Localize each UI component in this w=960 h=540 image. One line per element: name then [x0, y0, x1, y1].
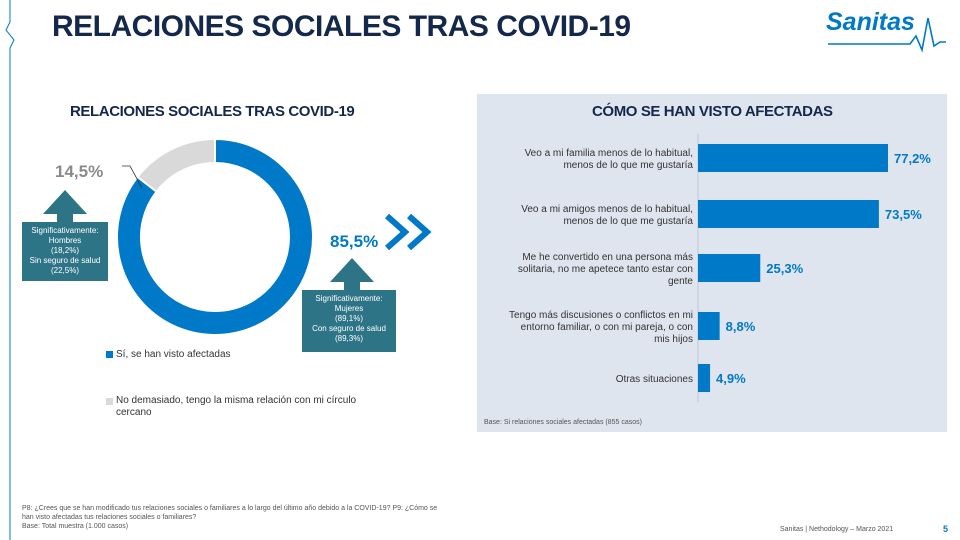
bar-value-label: 25,3%	[766, 261, 803, 276]
bar-3	[698, 312, 720, 340]
bar-category-label: Tengo más discusiones o conflictos en mi…	[509, 310, 693, 345]
footer-source: Sanitas | Nethodology – Marzo 2021	[780, 526, 894, 533]
left-decoration	[5, 0, 15, 540]
bar-value-label: 77,2%	[894, 151, 931, 166]
bar-category-label: Veo a mi familia menos de lo habitual, me…	[525, 148, 694, 171]
callout-women: Significativamente: Mujeres (89,1%) Con …	[302, 290, 396, 352]
callout-men: Significativamente: Hombres (18,2%) Sin …	[22, 222, 108, 281]
callout-arrow-women	[330, 258, 374, 282]
bar-0	[698, 144, 888, 172]
bar-value-label: 8,8%	[726, 319, 756, 334]
footnote: P8: ¿Crees que se han modificado tus rel…	[22, 505, 438, 530]
bar-category-label: Otras situaciones	[616, 374, 693, 385]
donut-chart	[116, 137, 314, 336]
right-section-title: CÓMO SE HAN VISTO AFECTADAS	[592, 103, 833, 120]
heartbeat-icon	[828, 17, 946, 53]
pct-not-affected: 14,5%	[55, 162, 104, 181]
page-title: RELACIONES SOCIALES TRAS COVID-19	[52, 10, 631, 43]
bar-category-label: Veo a mi amigos menos de lo habitual, men…	[521, 204, 693, 227]
right-base-note: Base: Si relaciones sociales afectadas (…	[484, 419, 642, 426]
label-connector	[122, 165, 143, 189]
callout-arrow-men	[43, 190, 87, 214]
bar-1	[698, 200, 879, 228]
donut-slice-1	[136, 137, 216, 194]
chevron-right-icon	[385, 213, 432, 251]
legend-item-affected: Sí, se han visto afectadas	[106, 349, 231, 361]
bar-chart: 77,2% Veo a mi familia menos de lo habitu…	[509, 134, 931, 402]
bar-value-label: 73,5%	[885, 207, 922, 222]
legend-item-not-affected: No demasiado, tengo la misma relación co…	[106, 395, 366, 419]
bar-value-label: 4,9%	[716, 371, 746, 386]
bar-category-label: Me he convertido en una persona más solit…	[518, 252, 694, 287]
page-number: 5	[943, 524, 949, 534]
legend-swatch	[106, 398, 113, 405]
legend-swatch	[106, 350, 113, 358]
left-section-title: RELACIONES SOCIALES TRAS COVID-19	[70, 103, 355, 120]
donut-slice-0	[116, 137, 314, 336]
bar-2	[698, 254, 761, 282]
sanitas-logo: Sanitas	[826, 6, 946, 54]
bar-4	[698, 364, 711, 392]
pct-affected: 85,5%	[330, 232, 379, 251]
